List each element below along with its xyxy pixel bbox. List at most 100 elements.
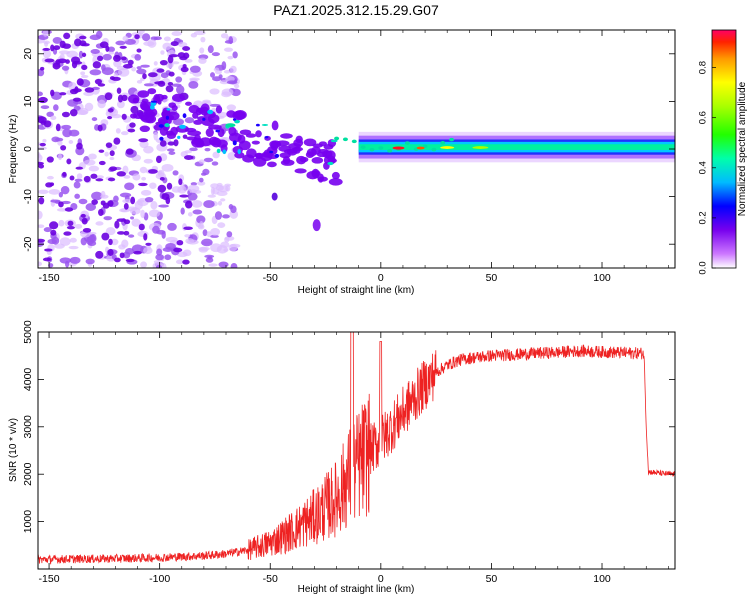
spectral-blob (52, 36, 62, 44)
spectral-blob (61, 111, 70, 118)
spectral-blob (155, 265, 163, 268)
spectral-blob (74, 193, 80, 199)
spectral-blob (155, 155, 162, 164)
colorbar-label: Normalized spectral amplitude (737, 81, 748, 216)
spectral-blob (311, 157, 324, 164)
spectral-blob (74, 224, 83, 229)
spectral-blob (97, 124, 103, 132)
spectral-blob (230, 263, 238, 268)
spectral-blob (234, 151, 245, 159)
spectral-blob (175, 76, 183, 83)
spectral-blob (38, 91, 43, 97)
spectral-blob (126, 206, 138, 212)
spectral-blob (172, 170, 179, 176)
spectral-blob (121, 56, 127, 61)
spectral-blob (100, 200, 106, 206)
spectral-blob (271, 120, 279, 131)
spectral-blob (183, 155, 194, 160)
spectral-blob (59, 40, 66, 49)
spectral-blob (203, 157, 214, 163)
spectral-blob (271, 192, 278, 201)
spectral-blob (96, 175, 104, 179)
spectral-blob (175, 259, 184, 265)
spectral-blob (69, 237, 77, 243)
spectral-blob (167, 81, 174, 86)
spectral-blob (58, 201, 64, 208)
spectral-blob (139, 166, 148, 174)
colorbar-tick-label: 0.2 (698, 211, 709, 224)
spectral-blob (217, 222, 226, 229)
spectral-blob (180, 207, 185, 215)
spectral-blob (40, 120, 47, 125)
spectral-blob (162, 42, 172, 51)
spectral-blob (190, 33, 198, 38)
spectral-blob (316, 151, 327, 158)
spectral-blob (160, 72, 169, 79)
spectral-blob (116, 218, 127, 222)
snr-xtick-label: -150 (39, 573, 60, 585)
spectral-blob (110, 238, 119, 246)
spectral-blob (218, 261, 229, 268)
spectral-blob (38, 210, 43, 220)
spectral-blob (90, 48, 100, 54)
spectral-blob (38, 196, 45, 205)
spectral-blob (141, 103, 150, 112)
spectral-blob (143, 246, 153, 255)
spectral-blob (44, 248, 53, 252)
spectral-blob (65, 59, 70, 64)
spectral-blob (111, 113, 122, 119)
spectral-blob (105, 227, 116, 236)
spectral-blob (84, 87, 95, 93)
spectral-blob (42, 47, 51, 51)
spectral-peak (159, 136, 164, 141)
spectral-blob (58, 50, 71, 55)
spectral-blob (123, 202, 129, 210)
spectral-blob (50, 89, 55, 97)
spectral-blob (210, 243, 222, 253)
spectral-blob (278, 145, 291, 152)
spectral-blob (168, 151, 176, 155)
spectral-blob (134, 34, 140, 40)
spectral-peak (149, 104, 155, 110)
spectral-blob (58, 219, 65, 227)
spectral-peak (369, 147, 375, 152)
spectral-blob (38, 163, 45, 169)
spectral-peak (255, 123, 260, 127)
spectral-peak (225, 123, 236, 128)
spectral-blob (143, 158, 153, 164)
spectral-blob (70, 56, 81, 64)
spectral-blob (189, 147, 198, 152)
spectral-peak (472, 146, 489, 149)
spectrogram-xtick-label: 0 (378, 272, 384, 284)
spectral-blob (156, 68, 165, 73)
spectral-blob (88, 231, 97, 236)
spectral-blob (49, 221, 59, 230)
spectral-blob (127, 59, 134, 66)
spectral-blob (143, 233, 148, 241)
spectral-blob (57, 140, 63, 146)
spectral-blob (58, 191, 64, 198)
spectrogram-xtick-label: -150 (39, 272, 60, 284)
spectral-blob (125, 248, 135, 255)
spectrogram-marks (38, 30, 675, 268)
spectral-blob (147, 88, 157, 95)
spectral-blob (182, 249, 192, 257)
spectral-blob (116, 87, 122, 94)
spectral-blob (223, 47, 234, 52)
spectral-max (416, 146, 425, 150)
spectral-blob (108, 238, 113, 246)
spectral-blob (131, 244, 144, 254)
spectral-blob (185, 238, 195, 244)
spectral-blob (142, 73, 147, 80)
spectral-blob (130, 196, 136, 205)
spectral-blob (201, 172, 207, 176)
spectral-blob (266, 161, 277, 168)
spectral-blob (40, 66, 45, 71)
spectral-peak (166, 108, 171, 111)
spectral-blob (100, 190, 106, 198)
snr-ytick-label: 5000 (22, 320, 34, 344)
snr-xtick-label: 0 (378, 573, 384, 585)
spectral-blob (142, 33, 151, 42)
snr-xtick-label: 100 (593, 573, 611, 585)
spectral-blob (120, 131, 129, 136)
